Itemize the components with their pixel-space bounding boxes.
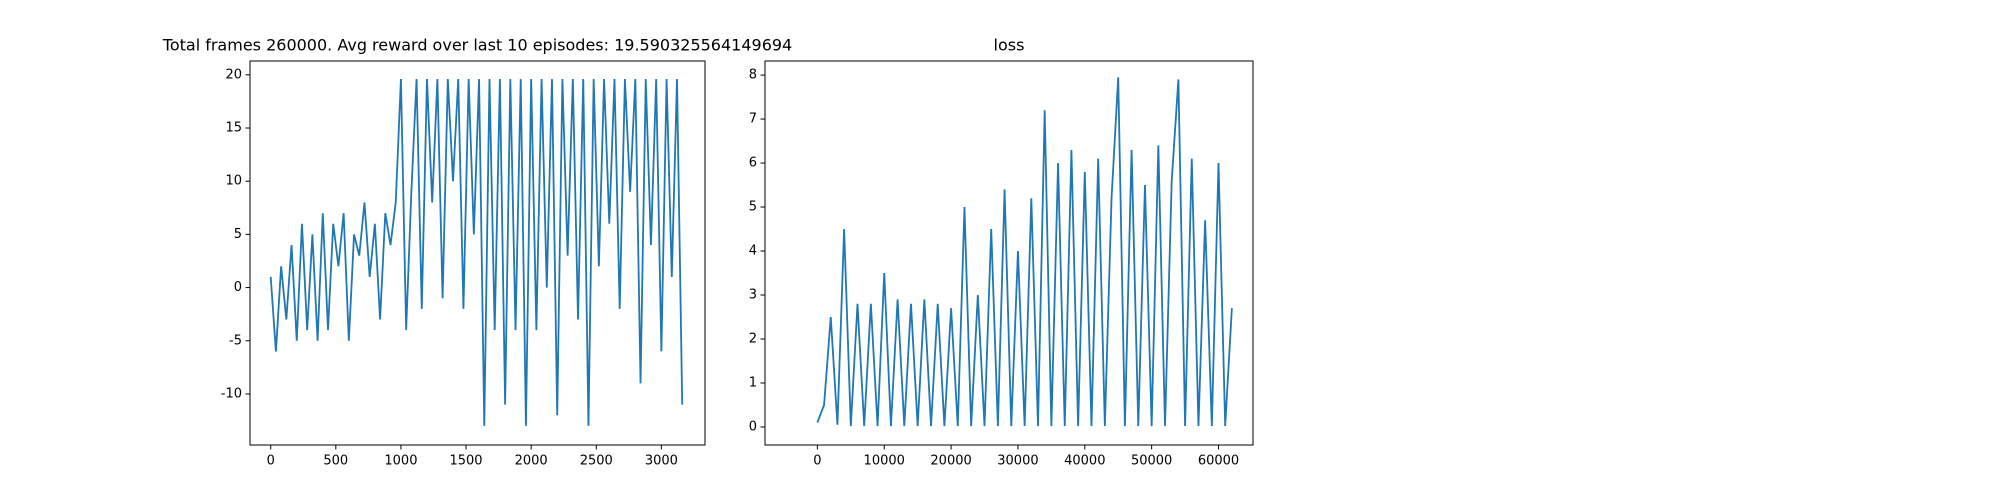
x-tick-label: 0 (813, 454, 821, 469)
y-tick-label: 5 (749, 200, 757, 215)
y-tick-label: 20 (225, 67, 242, 82)
x-tick-label: 30000 (997, 454, 1038, 469)
x-tick-label: 50000 (1131, 454, 1172, 469)
x-tick-label: 2000 (515, 454, 548, 469)
y-tick-label: 8 (749, 68, 757, 83)
x-tick-label: 20000 (930, 454, 971, 469)
x-tick-label: 40000 (1064, 454, 1105, 469)
y-tick-label: 4 (749, 244, 757, 259)
x-tick-label: 3000 (645, 454, 678, 469)
y-tick-label: 3 (749, 288, 757, 303)
y-tick-label: 15 (225, 121, 242, 136)
x-tick-label: 60000 (1198, 454, 1239, 469)
y-tick-label: 10 (225, 174, 242, 189)
y-tick-label: 7 (749, 112, 757, 127)
y-tick-label: -10 (221, 386, 242, 401)
y-tick-label: 5 (234, 227, 242, 242)
x-tick-label: 2500 (580, 454, 613, 469)
axes-frame (249, 60, 706, 446)
data-line (269, 79, 684, 426)
y-tick-label: -5 (229, 333, 242, 348)
y-tick-label: 0 (234, 280, 242, 295)
x-tick-label: 0 (267, 454, 275, 469)
y-tick-label: 0 (749, 419, 757, 434)
y-tick-label: 2 (749, 331, 757, 346)
y-tick-label: 1 (749, 375, 757, 390)
chart-title: Total frames 260000. Avg reward over las… (162, 36, 792, 55)
x-tick-label: 1500 (449, 454, 482, 469)
chart-title: loss (994, 36, 1025, 55)
data-line (816, 77, 1233, 427)
axes-frame (764, 60, 1254, 446)
x-tick-label: 1000 (384, 454, 417, 469)
x-tick-label: 500 (323, 454, 348, 469)
x-tick-label: 10000 (864, 454, 905, 469)
y-tick-label: 6 (749, 156, 757, 171)
